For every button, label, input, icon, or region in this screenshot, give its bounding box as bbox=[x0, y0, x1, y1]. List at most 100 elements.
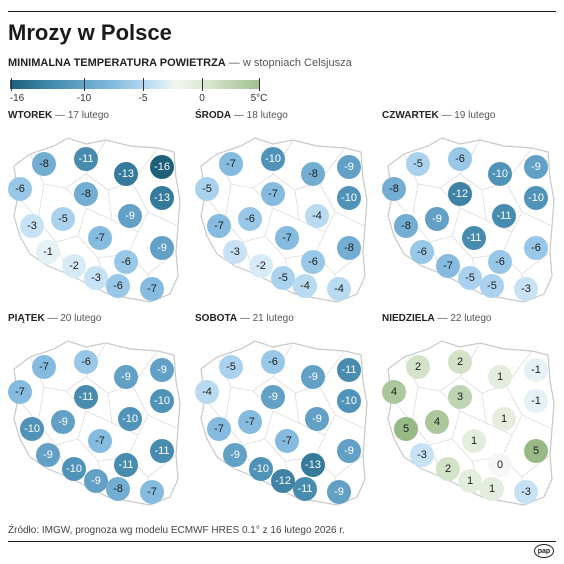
map-day: CZWARTEK bbox=[382, 110, 439, 121]
temperature-bubble: -6 bbox=[114, 250, 138, 274]
map-title: SOBOTA — 21 lutego bbox=[195, 313, 294, 324]
temperature-bubble: -6 bbox=[106, 274, 130, 298]
temperature-bubble: -5 bbox=[458, 266, 482, 290]
temperature-bubble: -4 bbox=[293, 274, 317, 298]
temperature-bubble: -9 bbox=[327, 480, 351, 504]
scale-tick bbox=[202, 78, 203, 91]
scale-label: 5°C bbox=[250, 93, 268, 104]
temperature-bubble: -9 bbox=[524, 155, 548, 179]
temperature-bubble: -4 bbox=[327, 277, 351, 301]
temperature-bubble: -13 bbox=[150, 186, 174, 210]
temperature-bubble: -9 bbox=[114, 365, 138, 389]
map-date: — 21 lutego bbox=[237, 313, 294, 324]
temperature-bubble: -7 bbox=[88, 429, 112, 453]
temperature-bubble: -7 bbox=[436, 254, 460, 278]
region-border bbox=[272, 147, 346, 191]
temperature-bubble: -10 bbox=[524, 186, 548, 210]
scale-tick bbox=[259, 78, 260, 91]
region-border bbox=[272, 350, 346, 394]
temperature-bubble: -5 bbox=[480, 274, 504, 298]
temperature-bubble: -10 bbox=[337, 389, 361, 413]
map-title: PIĄTEK — 20 lutego bbox=[8, 313, 101, 324]
temperature-bubble: -11 bbox=[74, 385, 98, 409]
temperature-bubble: -10 bbox=[118, 407, 142, 431]
temperature-bubble: 3 bbox=[448, 385, 472, 409]
temperature-bubble: -4 bbox=[195, 380, 219, 404]
temperature-bubble: -7 bbox=[275, 429, 299, 453]
temperature-bubble: -5 bbox=[51, 207, 75, 231]
temperature-bubble: -8 bbox=[382, 177, 406, 201]
temperature-bubble: -4 bbox=[305, 204, 329, 228]
temperature-bubble: -8 bbox=[301, 162, 325, 186]
map-panel-0: WTOREK — 17 lutego -8 -11 -13 -16 -6 -8 -13 -3 -5… bbox=[8, 110, 186, 306]
temperature-bubble: -11 bbox=[74, 147, 98, 171]
scale-tick bbox=[84, 78, 85, 91]
temperature-bubble: -9 bbox=[337, 439, 361, 463]
temperature-bubble: -8 bbox=[394, 214, 418, 238]
temperature-bubble: 2 bbox=[406, 355, 430, 379]
temperature-bubble: -7 bbox=[32, 355, 56, 379]
temperature-bubble: 2 bbox=[448, 350, 472, 374]
temperature-bubble: -1 bbox=[524, 358, 548, 382]
scale-tick bbox=[143, 78, 144, 91]
temperature-bubble: -10 bbox=[150, 389, 174, 413]
map-date: — 17 lutego bbox=[52, 110, 109, 121]
temperature-bubble: -3 bbox=[20, 214, 44, 238]
temperature-bubble: -7 bbox=[275, 226, 299, 250]
source-note: Źródło: IMGW, prognoza wg modelu ECMWF H… bbox=[8, 525, 345, 536]
scale-label: 0 bbox=[199, 93, 205, 104]
temperature-bubble: -9 bbox=[51, 410, 75, 434]
temperature-bubble: -11 bbox=[293, 477, 317, 501]
region-border bbox=[85, 147, 159, 191]
map-date: — 19 lutego bbox=[438, 110, 496, 121]
temperature-bubble: -3 bbox=[514, 277, 538, 301]
temperature-bubble: -1 bbox=[36, 240, 60, 264]
temperature-bubble: -6 bbox=[524, 236, 548, 260]
temperature-bubble: -10 bbox=[62, 457, 86, 481]
temperature-bubble: -9 bbox=[223, 443, 247, 467]
map-date: — 18 lutego bbox=[231, 110, 288, 121]
subtitle: MINIMALNA TEMPERATURA POWIETRZA — w stop… bbox=[8, 57, 352, 69]
map-day: WTOREK bbox=[8, 110, 53, 121]
temperature-bubble: -13 bbox=[301, 453, 325, 477]
temperature-bubble: -7 bbox=[207, 417, 231, 441]
temperature-bubble: -7 bbox=[140, 277, 164, 301]
temperature-bubble: -6 bbox=[261, 350, 285, 374]
temperature-bubble: -10 bbox=[488, 162, 512, 186]
subtitle-main: MINIMALNA TEMPERATURA POWIETRZA bbox=[8, 57, 226, 69]
temperature-bubble: -6 bbox=[410, 240, 434, 264]
temperature-bubble: -7 bbox=[140, 480, 164, 504]
temperature-bubble: -9 bbox=[261, 385, 285, 409]
temperature-bubble: 1 bbox=[492, 407, 516, 431]
map-date: — 22 lutego bbox=[434, 313, 492, 324]
temperature-bubble: -6 bbox=[74, 350, 98, 374]
scale-tick bbox=[11, 78, 12, 91]
map-panel-5: NIEDZIELA — 22 lutego 2 2 1 -1 4 3 -1 5 4 1 1 -3 5 2 0 1… bbox=[382, 313, 560, 509]
temperature-bubble: -9 bbox=[150, 236, 174, 260]
temperature-bubble: -6 bbox=[488, 250, 512, 274]
temperature-bubble: -13 bbox=[114, 162, 138, 186]
temperature-bubble: -9 bbox=[425, 207, 449, 231]
region-border bbox=[459, 350, 533, 394]
temperature-bubble: -9 bbox=[305, 407, 329, 431]
temperature-bubble: -6 bbox=[238, 207, 262, 231]
region-border bbox=[85, 350, 159, 394]
temperature-bubble: -8 bbox=[32, 152, 56, 176]
map-day: PIĄTEK bbox=[8, 313, 45, 324]
temperature-bubble: -1 bbox=[524, 389, 548, 413]
temperature-bubble: -6 bbox=[448, 147, 472, 171]
temperature-bubble: 1 bbox=[480, 477, 504, 501]
temperature-bubble: -12 bbox=[448, 182, 472, 206]
map-title: WTOREK — 17 lutego bbox=[8, 110, 109, 121]
temperature-bubble: -10 bbox=[20, 417, 44, 441]
temperature-bubble: -7 bbox=[88, 226, 112, 250]
temperature-bubble: -11 bbox=[462, 226, 486, 250]
pap-logo: pap bbox=[534, 544, 554, 558]
map-date: — 20 lutego bbox=[44, 313, 102, 324]
temperature-bubble: 1 bbox=[458, 469, 482, 493]
temperature-bubble: -7 bbox=[238, 410, 262, 434]
temperature-bubble: -2 bbox=[62, 254, 86, 278]
temperature-bubble: -9 bbox=[36, 443, 60, 467]
map-day: ŚRODA bbox=[195, 110, 232, 121]
temperature-bubble: -3 bbox=[84, 266, 108, 290]
